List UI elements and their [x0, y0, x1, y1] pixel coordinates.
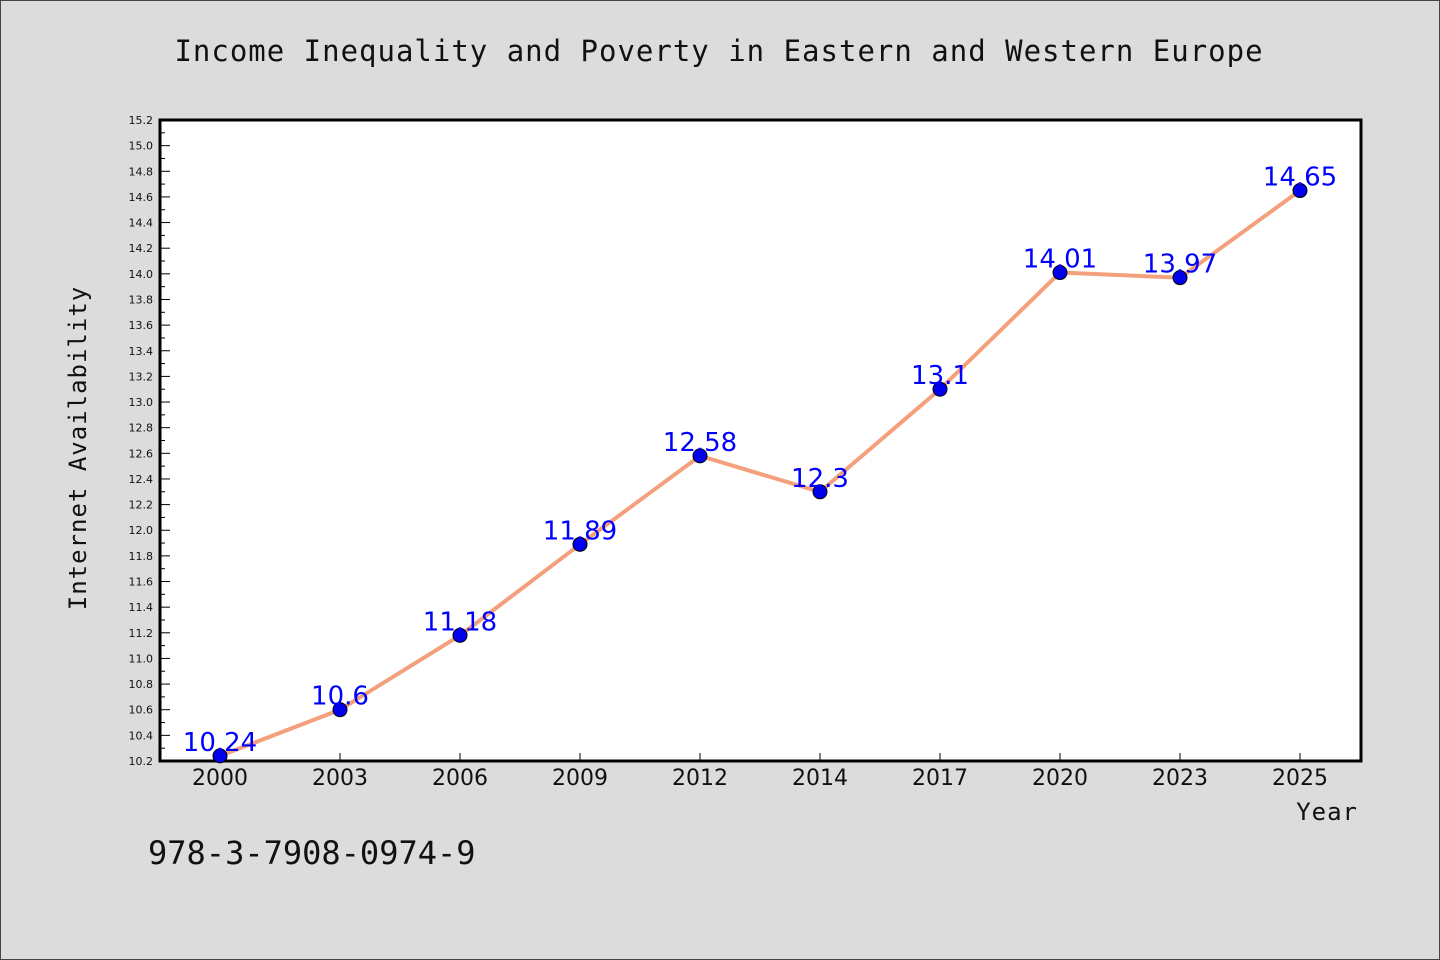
- data-point-2003: [332, 702, 348, 718]
- y-tick-label: 12.2: [129, 499, 154, 512]
- data-labels: 10.24 10.6 11.18 11.89 12.58 12.3 13.1 14.01 13.…: [183, 163, 1337, 758]
- data-markers: [212, 183, 1308, 764]
- x-tick-label: 2003: [312, 766, 368, 791]
- y-tick-label: 15.0: [129, 140, 154, 153]
- data-label-2020: 14.01: [1023, 245, 1097, 275]
- y-tick-label: 13.8: [129, 293, 154, 306]
- data-point-2009: [572, 536, 588, 552]
- data-label-2025: 14.65: [1263, 163, 1337, 193]
- x-axis: 2000 2003 2006 2009 2012 2014 2017 2020 2023 2025: [192, 753, 1328, 791]
- data-point-2017: [932, 381, 948, 397]
- y-tick-label: 14.8: [129, 165, 154, 178]
- x-tick-label: 2000: [192, 766, 248, 791]
- data-point-2014: [812, 484, 828, 500]
- y-axis: 10.2 10.4 10.6 10.8 11.0 11.2 11.4 11.6 11.8 12.0…: [129, 114, 170, 768]
- x-tick-label: 2017: [912, 766, 968, 791]
- y-tick-label: 10.2: [129, 755, 154, 768]
- isbn-text: 978-3-7908-0974-9: [148, 834, 476, 872]
- y-tick-label: 10.6: [129, 704, 154, 717]
- y-tick-label: 14.4: [129, 217, 154, 230]
- data-point-2006: [452, 627, 468, 643]
- y-tick-label: 11.4: [129, 601, 154, 614]
- data-point-2000: [212, 748, 228, 764]
- y-tick-label: 10.8: [129, 678, 154, 691]
- data-point-2020: [1052, 265, 1068, 281]
- y-axis-label: Internet Availability: [64, 286, 92, 610]
- x-tick-label: 2023: [1152, 766, 1208, 791]
- data-point-2023: [1172, 270, 1188, 286]
- y-tick-label: 10.4: [129, 729, 154, 742]
- x-tick-label: 2014: [792, 766, 848, 791]
- data-label-2012: 12.58: [663, 428, 737, 458]
- y-tick-label: 13.6: [129, 319, 154, 332]
- x-axis-label: Year: [1296, 798, 1358, 826]
- data-point-2012: [692, 448, 708, 464]
- data-point-2025: [1292, 183, 1308, 199]
- y-tick-label: 12.4: [129, 473, 154, 486]
- data-label-2009: 11.89: [543, 516, 617, 546]
- data-label-2000: 10.24: [183, 728, 257, 758]
- y-tick-label: 13.2: [129, 370, 154, 383]
- x-tick-label: 2012: [672, 766, 728, 791]
- y-tick-label: 12.0: [129, 524, 154, 537]
- y-tick-label: 11.6: [129, 576, 154, 589]
- x-tick-label: 2025: [1272, 766, 1328, 791]
- x-tick-label: 2006: [432, 766, 488, 791]
- y-tick-label: 14.2: [129, 242, 154, 255]
- y-tick-label: 13.4: [129, 345, 154, 358]
- plot-area: [158, 118, 1363, 763]
- y-tick-label: 12.6: [129, 447, 154, 460]
- y-tick-label: 14.6: [129, 191, 154, 204]
- x-tick-label: 2009: [552, 766, 608, 791]
- y-tick-label: 11.8: [129, 550, 154, 563]
- y-tick-label: 15.2: [129, 114, 154, 127]
- data-label-2006: 11.18: [423, 607, 497, 637]
- data-label-2023: 13.97: [1143, 250, 1217, 280]
- data-label-2014: 12.3: [791, 464, 849, 494]
- data-label-2017: 13.1: [911, 361, 969, 391]
- y-tick-label: 14.0: [129, 268, 154, 281]
- data-label-2003: 10.6: [311, 682, 369, 712]
- series-line: [219, 188, 1302, 758]
- x-tick-label: 2020: [1032, 766, 1088, 791]
- y-tick-label: 11.0: [129, 652, 154, 665]
- chart-title: Income Inequality and Poverty in Eastern…: [174, 34, 1264, 68]
- y-tick-label: 11.2: [129, 627, 154, 640]
- y-tick-label: 13.0: [129, 396, 154, 409]
- y-tick-label: 12.8: [129, 422, 154, 435]
